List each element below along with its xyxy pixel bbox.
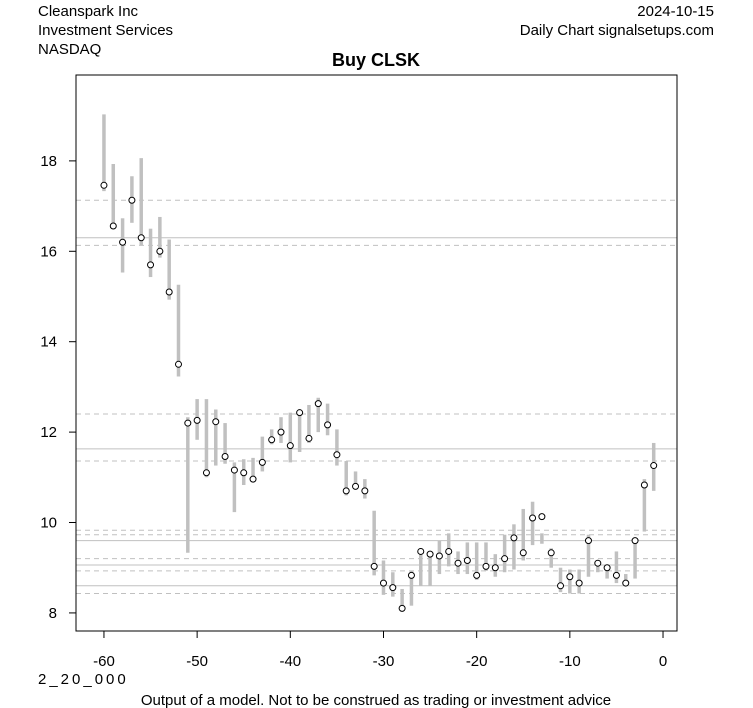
close-points [100,181,658,612]
data-point [454,559,462,567]
model-code: 2_20_000 [38,671,129,688]
data-point [612,571,620,579]
data-point [594,559,602,567]
data-point [631,537,639,545]
x-tick-label: -50 [186,653,208,670]
chart-date: 2024-10-15 [637,3,714,20]
y-tick-label: 14 [40,334,57,351]
data-point [230,466,238,474]
company-name: Cleanspark Inc [38,3,139,20]
data-point [510,534,518,542]
chart-source: Daily Chart signalsetups.com [519,22,714,39]
data-point [379,579,387,587]
data-point [389,584,397,592]
data-point [342,487,350,495]
data-point [501,555,509,563]
x-tick-label: 0 [659,653,667,670]
data-point [426,550,434,558]
data-point [640,481,648,489]
disclaimer: Output of a model. Not to be construed a… [141,692,611,708]
chart-title: Buy CLSK [332,50,420,70]
data-point [202,469,210,477]
x-axis: -60 -50 -40 -30 -20 -10 0 [93,631,667,670]
data-point [156,247,164,255]
data-point [603,564,611,572]
plot-frame [75,74,678,632]
data-point [193,416,201,424]
data-point [286,442,294,450]
data-point [221,453,229,461]
data-point [240,469,248,477]
data-point [566,573,574,581]
data-point [184,419,192,427]
data-point [557,582,565,590]
x-tick-label: -40 [279,653,301,670]
data-point [258,458,266,466]
y-axis: 8 10 12 14 16 18 [40,153,76,622]
y-tick-label: 8 [49,605,57,622]
data-point [119,238,127,246]
data-point [277,428,285,436]
x-tick-label: -60 [93,653,115,670]
data-point [109,222,117,230]
data-point [482,562,490,570]
data-point [314,400,322,408]
data-point [491,564,499,572]
data-point [575,579,583,587]
y-tick-label: 18 [40,153,57,170]
sector-name: Investment Services [38,22,174,39]
header-right: 2024-10-15 Daily Chart signalsetups.com [520,2,714,40]
y-tick-label: 12 [40,424,57,441]
data-point [370,562,378,570]
reference-lines [76,199,677,594]
data-point [324,421,332,429]
data-point [584,537,592,545]
data-point [296,409,304,417]
data-point [529,514,537,522]
data-point [519,549,527,557]
data-point [100,181,108,189]
data-point [137,234,145,242]
data-point [650,462,658,470]
data-point [352,482,360,490]
x-tick-label: -10 [559,653,581,670]
x-tick-label: -30 [373,653,395,670]
data-point [445,547,453,555]
x-tick-label: -20 [466,653,488,670]
data-point [547,549,555,557]
exchange-name: NASDAQ [38,41,102,58]
data-point [249,475,257,483]
data-point [305,434,313,442]
data-point [538,513,546,521]
data-point [435,552,443,560]
data-point [212,418,220,426]
data-point [463,556,471,564]
y-tick-label: 16 [40,243,57,260]
header-left: Cleanspark Inc Investment Services NASDA… [38,2,173,59]
range-bars [102,114,656,612]
data-point [407,571,415,579]
y-tick-label: 10 [40,515,57,532]
data-point [333,451,341,459]
data-point [174,360,182,368]
data-point [268,436,276,444]
data-point [361,487,369,495]
data-point [147,261,155,269]
data-point [165,288,173,296]
data-point [398,604,406,612]
data-point [473,571,481,579]
data-point [622,579,630,587]
data-point [417,547,425,555]
data-point [128,196,136,204]
